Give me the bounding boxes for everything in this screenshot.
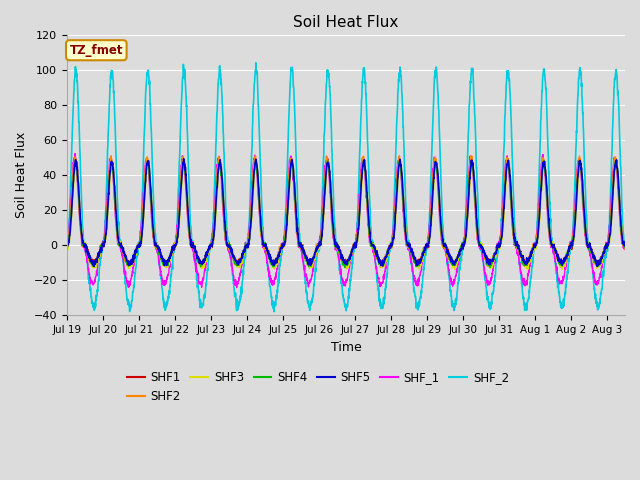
SHF5 (90, 264, 98, 269)
SHF5 (621, 243, 629, 249)
SHF4 (413, 260, 420, 265)
SHF2 (306, 265, 314, 271)
SHF_1 (430, 157, 438, 163)
SHF3 (536, 215, 543, 221)
SHF3 (429, 187, 437, 192)
SHF1 (63, 240, 70, 246)
SHF3 (621, 244, 629, 250)
SHF3 (451, 266, 459, 272)
SHF_2 (536, 153, 543, 159)
SHF4 (349, 245, 357, 251)
SHF4 (96, 248, 104, 254)
SHF1 (536, 212, 543, 217)
SHF4 (341, 265, 349, 271)
SHF4 (621, 242, 629, 248)
SHF5 (349, 243, 357, 249)
SHF1 (413, 260, 420, 266)
SHF_1 (602, 241, 610, 247)
Line: SHF3: SHF3 (67, 163, 625, 269)
SHF_1 (233, 285, 241, 290)
SHF1 (621, 243, 629, 249)
SHF_1 (96, 252, 104, 257)
SHF_2 (252, 60, 260, 66)
SHF1 (234, 264, 242, 270)
Text: TZ_fmet: TZ_fmet (70, 44, 123, 57)
X-axis label: Time: Time (330, 341, 361, 354)
SHF_1 (71, 151, 79, 156)
SHF_1 (621, 246, 629, 252)
Line: SHF1: SHF1 (67, 158, 625, 267)
SHF_2 (349, 249, 357, 254)
SHF1 (96, 249, 104, 254)
SHF2 (621, 246, 629, 252)
SHF1 (287, 156, 295, 161)
SHF3 (349, 247, 357, 252)
SHF3 (63, 245, 70, 251)
Line: SHF2: SHF2 (67, 156, 625, 268)
SHF4 (63, 244, 70, 250)
SHF2 (63, 245, 70, 251)
SHF_1 (63, 242, 70, 248)
SHF4 (430, 168, 438, 174)
SHF_1 (536, 183, 543, 189)
Title: Soil Heat Flux: Soil Heat Flux (293, 15, 399, 30)
SHF4 (324, 157, 332, 163)
SHF2 (536, 194, 543, 200)
SHF_2 (413, 303, 420, 309)
SHF5 (602, 241, 610, 247)
SHF2 (349, 244, 357, 250)
SHF_2 (96, 262, 104, 267)
SHF2 (413, 263, 420, 269)
Y-axis label: Soil Heat Flux: Soil Heat Flux (15, 132, 28, 218)
SHF5 (63, 244, 70, 250)
SHF4 (536, 204, 543, 209)
SHF3 (96, 252, 104, 258)
Legend: SHF1, SHF2, SHF3, SHF4, SHF5, SHF_1, SHF_2: SHF1, SHF2, SHF3, SHF4, SHF5, SHF_1, SHF… (122, 366, 514, 408)
SHF5 (536, 209, 543, 215)
SHF3 (413, 262, 420, 268)
SHF_2 (430, 93, 438, 98)
SHF_2 (270, 309, 278, 314)
SHF2 (252, 153, 259, 158)
SHF1 (602, 246, 610, 252)
SHF2 (602, 246, 610, 252)
SHF_2 (621, 240, 629, 246)
SHF1 (430, 173, 438, 179)
Line: SHF_2: SHF_2 (67, 63, 625, 312)
Line: SHF5: SHF5 (67, 159, 625, 266)
SHF4 (602, 242, 610, 248)
SHF_2 (63, 241, 70, 247)
SHF3 (180, 160, 188, 166)
SHF2 (430, 162, 438, 168)
SHF3 (602, 247, 610, 252)
SHF_1 (349, 243, 357, 249)
SHF5 (430, 175, 438, 181)
SHF2 (96, 250, 104, 255)
SHF_2 (602, 246, 610, 252)
SHF1 (349, 245, 357, 251)
Line: SHF_1: SHF_1 (67, 154, 625, 288)
SHF5 (180, 156, 188, 162)
SHF5 (413, 260, 420, 265)
Line: SHF4: SHF4 (67, 160, 625, 268)
SHF5 (96, 249, 104, 254)
SHF_1 (413, 281, 420, 287)
